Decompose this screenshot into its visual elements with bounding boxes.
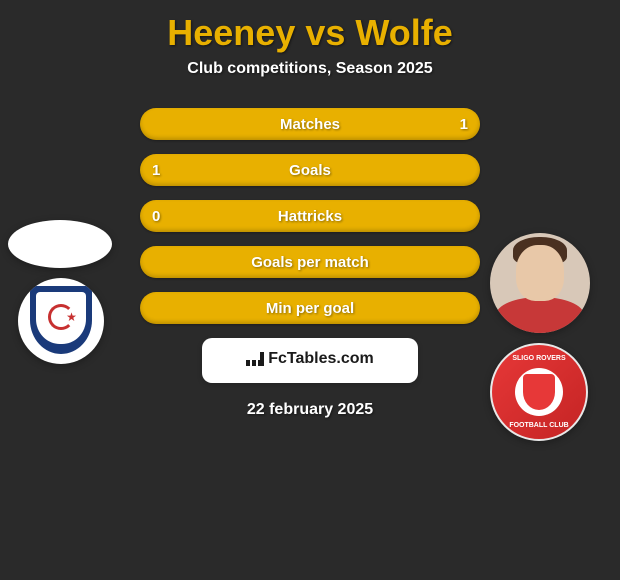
player-left-photo	[8, 220, 112, 268]
player-shoulders-icon	[496, 297, 584, 333]
club-left-logo: ★	[18, 278, 104, 364]
branding-text: FcTables.com	[246, 350, 374, 368]
club-right-top-text: SLIGO ROVERS	[492, 355, 586, 362]
chart-icon	[246, 352, 264, 366]
page-title: Heeney vs Wolfe	[0, 0, 620, 60]
stat-row-goals-per-match: Goals per match	[140, 246, 480, 278]
club-right-bottom-text: FOOTBALL CLUB	[492, 422, 586, 429]
stat-label: Goals	[140, 162, 480, 179]
subtitle: Club competitions, Season 2025	[0, 60, 620, 78]
branding-badge: FcTables.com	[202, 338, 418, 383]
stat-label: Goals per match	[140, 254, 480, 271]
branding-label: FcTables.com	[268, 350, 374, 368]
stat-row-matches: Matches 1	[140, 108, 480, 140]
stats-list: Matches 1 1 Goals 0 Hattricks Goals per …	[140, 108, 480, 324]
stat-row-min-per-goal: Min per goal	[140, 292, 480, 324]
stat-row-hattricks: 0 Hattricks	[140, 200, 480, 232]
stat-label: Hattricks	[140, 208, 480, 225]
club-right-logo: SLIGO ROVERS FOOTBALL CLUB	[490, 343, 588, 441]
player-right-column: SLIGO ROVERS FOOTBALL CLUB	[490, 233, 590, 441]
main-area: ★ SLIGO ROVERS FOOTBALL CLUB Matches 1	[0, 108, 620, 419]
comparison-card: Heeney vs Wolfe Club competitions, Seaso…	[0, 0, 620, 419]
star-icon: ★	[66, 310, 77, 324]
stat-row-goals: 1 Goals	[140, 154, 480, 186]
club-right-crest-icon	[523, 374, 555, 410]
stat-label: Matches	[140, 116, 480, 133]
player-left-column: ★	[8, 220, 112, 364]
stat-label: Min per goal	[140, 300, 480, 317]
player-right-photo	[490, 233, 590, 333]
stat-right-value: 1	[460, 116, 468, 133]
player-head-icon	[516, 245, 564, 301]
